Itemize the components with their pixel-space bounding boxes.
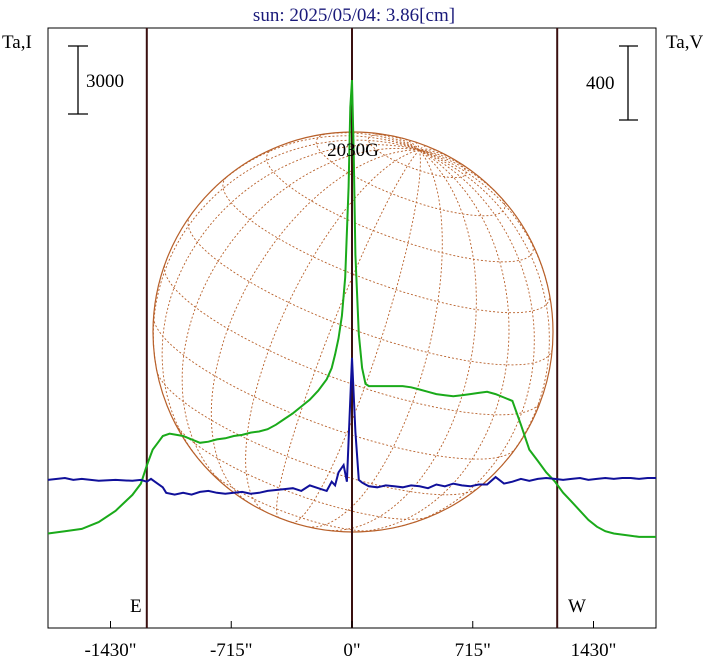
longitude-gridline (181, 147, 420, 489)
longitude-gridline (276, 149, 420, 519)
longitude-gridline (419, 149, 472, 172)
longitude-gridline (419, 149, 548, 285)
latitude-gridline (315, 133, 506, 217)
longitude-gridline (415, 141, 420, 151)
latitude-gridline (163, 265, 542, 416)
x-tick-label: 1430" (571, 640, 617, 661)
west-label: W (568, 596, 586, 617)
scale-left-label: 3000 (86, 71, 124, 92)
longitude-gridline (161, 144, 420, 461)
longitude-gridline (291, 149, 421, 523)
y-left-label: Ta,I (2, 32, 32, 53)
longitude-gridline (245, 149, 420, 512)
longitude-gridline (349, 149, 510, 533)
longitude-gridline (384, 133, 420, 151)
latitude-gridline (187, 215, 553, 366)
scale-right-label: 400 (586, 73, 615, 94)
x-axis-ticks (109, 621, 595, 628)
latitude-gridline (156, 370, 479, 496)
x-tick-label: -715" (210, 640, 253, 661)
x-tick-label: -1430" (84, 640, 136, 661)
latitude-gridline (266, 148, 534, 263)
latitude-gridline (222, 177, 551, 314)
longitude-gridline (419, 149, 550, 466)
east-label: E (130, 596, 142, 617)
longitude-gridline (328, 149, 477, 531)
longitude-gridline (210, 149, 420, 505)
sun-disk (152, 131, 554, 533)
longitude-gridline (401, 137, 420, 151)
x-tick-label: 715" (455, 640, 491, 661)
series-intensity-line (47, 80, 656, 538)
longitude-gridline (210, 135, 420, 192)
longitude-gridline (419, 148, 440, 152)
longitude-gridline (419, 145, 426, 151)
latitude-gridline (175, 424, 432, 520)
latitude-gridline (367, 134, 467, 179)
scale-bar-right (619, 45, 638, 121)
y-right-label: Ta,V (666, 32, 703, 53)
chart-title: sun: 2025/05/04: 3.86[cm] (253, 5, 455, 26)
longitude-gridline (308, 149, 443, 528)
longitude-gridline (419, 149, 501, 197)
longitude-gridline (364, 131, 420, 151)
limb-lines (145, 28, 559, 628)
x-tick-label: 0" (343, 640, 360, 661)
longitude-gridline (419, 149, 450, 158)
x-axis-tick-labels: -1430" -715" 0" 715" 1430" (84, 640, 616, 661)
latitude-gridline (153, 317, 515, 460)
series-polarization-line (47, 357, 656, 496)
region-annotation: 2030G (327, 140, 379, 161)
latitude-gridline (271, 514, 300, 526)
longitude-gridline (398, 149, 535, 528)
longitude-gridline (152, 139, 420, 371)
longitude-gridline (316, 132, 420, 151)
scale-bar-left (68, 45, 88, 115)
